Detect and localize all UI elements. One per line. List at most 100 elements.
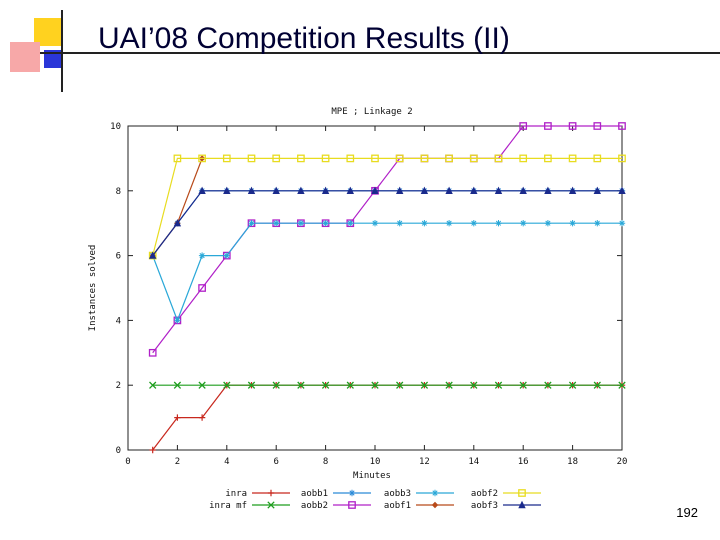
data-point (174, 414, 181, 421)
data-point (371, 220, 379, 227)
data-point (198, 154, 206, 163)
legend-item: aobf1 (384, 501, 454, 511)
x-tick-label: 14 (468, 457, 479, 467)
data-point (346, 381, 354, 389)
series-aobf2 (148, 154, 626, 260)
data-point (297, 381, 305, 389)
y-tick-label: 8 (116, 187, 121, 197)
data-point (519, 154, 528, 163)
y-axis-label: Instances solved (88, 245, 98, 332)
data-point (520, 220, 527, 227)
page-number: 192 (676, 505, 698, 520)
legend-item: aobb3 (384, 489, 454, 499)
x-tick-label: 2 (175, 457, 180, 467)
data-point (346, 186, 354, 194)
series-line (152, 190, 622, 256)
data-point (173, 154, 182, 163)
data-point (346, 154, 355, 163)
decor-blue-square (44, 50, 62, 68)
legend-label: aobf1 (384, 501, 411, 511)
data-point (494, 381, 503, 389)
y-tick-label: 2 (116, 381, 121, 391)
data-point (273, 220, 280, 227)
data-point (272, 186, 280, 194)
legend-label: aobf3 (471, 501, 498, 511)
data-point (247, 154, 256, 163)
data-point (396, 220, 403, 227)
data-point (618, 220, 626, 227)
data-point (519, 381, 527, 389)
decor-yellow-square (34, 18, 62, 46)
data-point (420, 381, 429, 389)
data-point (297, 154, 305, 163)
data-point (431, 501, 439, 509)
legend-label: aobb1 (301, 489, 328, 499)
data-point (247, 381, 256, 389)
data-point (267, 489, 275, 497)
data-point (248, 220, 255, 227)
x-tick-label: 0 (125, 457, 130, 467)
legend-label: inra (225, 489, 247, 499)
data-point (618, 154, 626, 163)
data-point (421, 220, 428, 227)
data-point (149, 251, 157, 259)
data-point (174, 317, 181, 324)
data-point (348, 489, 356, 497)
x-tick-label: 12 (419, 457, 430, 467)
data-point (322, 220, 329, 227)
data-point (494, 186, 503, 194)
y-tick-label: 10 (110, 122, 121, 132)
legend-item: aobf2 (471, 489, 541, 499)
data-point (222, 154, 231, 163)
data-point (420, 154, 429, 163)
data-point (544, 122, 552, 130)
data-point (348, 501, 356, 509)
data-point (198, 381, 206, 389)
y-tick-label: 4 (116, 316, 121, 326)
data-point (544, 186, 552, 194)
data-point (396, 381, 404, 389)
series-line (152, 384, 622, 451)
data-point (518, 500, 526, 509)
data-point (618, 186, 626, 194)
data-point (593, 186, 601, 194)
data-point (247, 186, 256, 194)
data-point (445, 154, 453, 163)
legend-item: inra mf (209, 501, 290, 511)
data-point (223, 186, 231, 194)
data-point (618, 122, 626, 130)
data-point (371, 381, 379, 389)
data-point (544, 154, 552, 163)
legend-item: aobb1 (301, 489, 371, 499)
data-point (518, 489, 526, 497)
x-tick-label: 8 (323, 457, 328, 467)
data-point (297, 186, 305, 194)
data-point (519, 186, 527, 194)
data-point (569, 220, 576, 227)
decor-vertical-line (61, 10, 63, 92)
data-point (198, 186, 206, 194)
data-point (519, 122, 528, 130)
data-point (469, 154, 478, 163)
data-point (568, 122, 577, 130)
decor-pink-square (10, 42, 40, 72)
data-point (593, 381, 601, 389)
data-point (149, 446, 156, 454)
legend-label: aobf2 (471, 489, 498, 499)
data-point (445, 381, 453, 389)
x-tick-label: 6 (273, 457, 278, 467)
data-point (395, 154, 404, 163)
data-point (470, 381, 478, 389)
data-point (594, 220, 601, 227)
data-point (173, 219, 182, 227)
legend-item: aobf3 (471, 500, 541, 511)
legend-label: inra mf (209, 501, 247, 511)
data-point (396, 186, 404, 194)
data-point (267, 501, 275, 509)
slide-title: UAI’08 Competition Results (II) (98, 22, 510, 55)
data-point (371, 154, 379, 163)
data-point (198, 252, 206, 259)
x-tick-label: 4 (224, 457, 229, 467)
series-line (152, 157, 622, 256)
series-line (152, 158, 203, 256)
